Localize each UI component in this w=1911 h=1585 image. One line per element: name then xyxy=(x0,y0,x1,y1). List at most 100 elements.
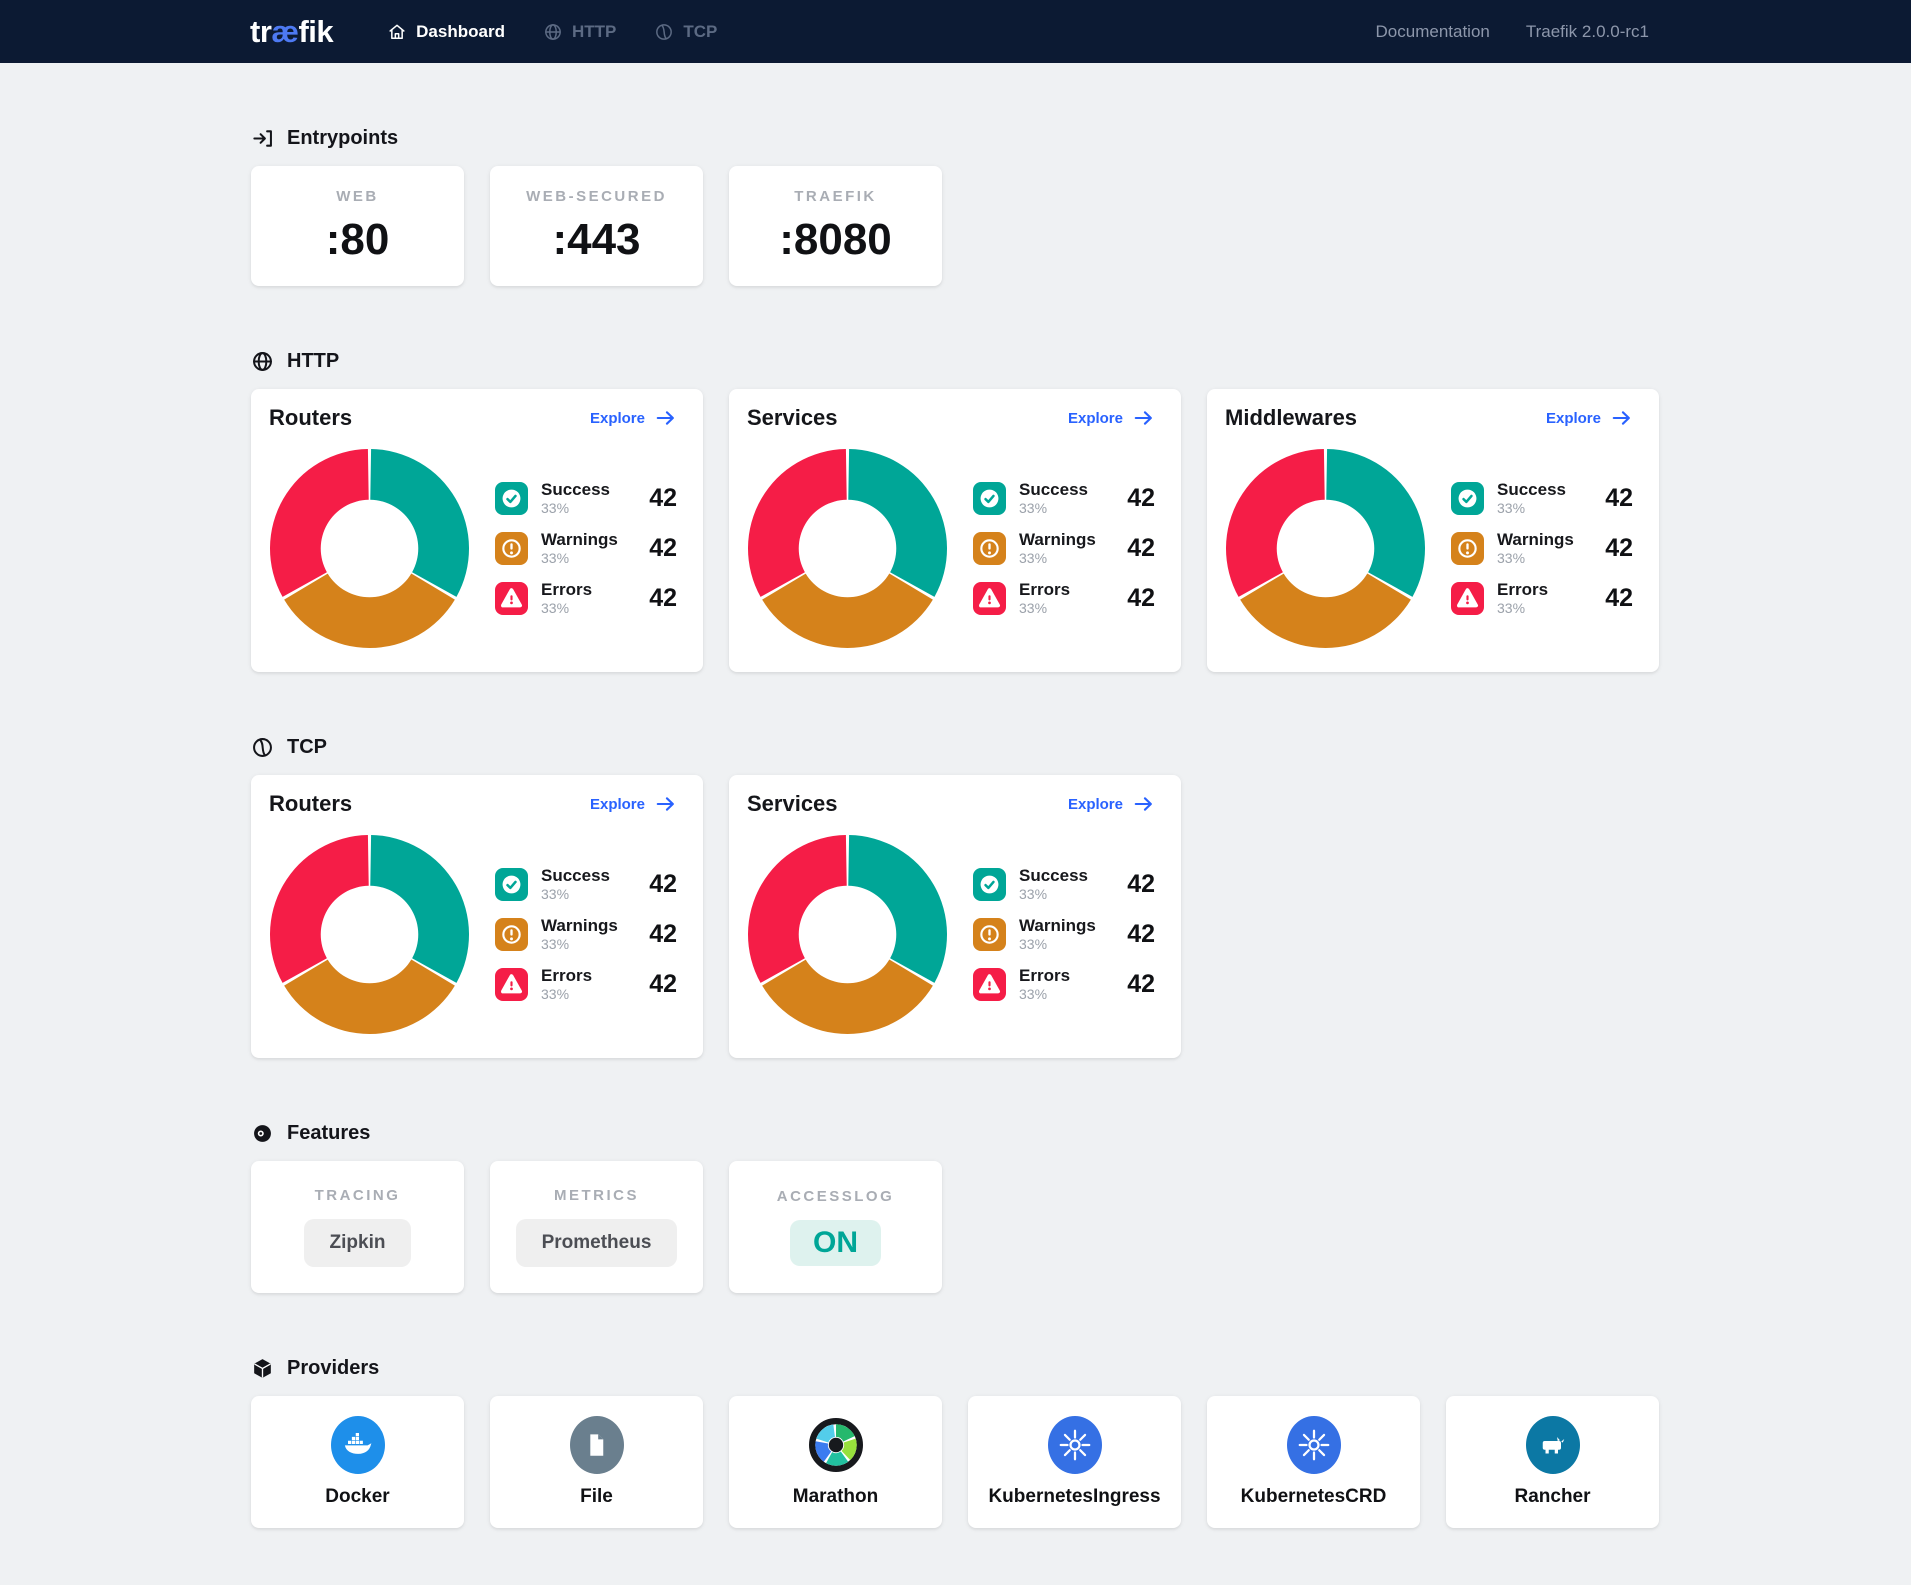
donut-chart xyxy=(269,835,470,1035)
error-icon xyxy=(973,582,1006,615)
legend-label: Warnings xyxy=(1497,530,1574,550)
traefik-logo: træfik xyxy=(250,14,334,50)
entrypoint-card-web: WEB :80 xyxy=(251,166,464,286)
chart-card: Services Explore Success 33% 42 Warnings 33… xyxy=(729,389,1181,672)
success-icon xyxy=(973,868,1006,901)
http-cards: Routers Explore Success 33% 42 Warnings 33%… xyxy=(251,389,1660,672)
provider-card-kubernetes-ingress: KubernetesIngress xyxy=(968,1396,1181,1528)
warning-icon xyxy=(495,918,528,951)
legend-text: Warnings 33% xyxy=(1019,916,1096,953)
entrypoint-card-web-secured: WEB-SECURED :443 xyxy=(490,166,703,286)
warning-icon xyxy=(1451,532,1484,565)
legend-value: 42 xyxy=(649,534,677,562)
legend-text: Success 33% xyxy=(541,866,610,903)
provider-label: Rancher xyxy=(1514,1486,1591,1507)
legend-percent: 33% xyxy=(1019,550,1048,567)
legend-text: Warnings 33% xyxy=(541,916,618,953)
legend-row: Success 33% 42 xyxy=(495,864,677,905)
legend-row: Errors 33% 42 xyxy=(973,578,1155,619)
kubernetes-icon xyxy=(1047,1416,1102,1474)
legend-row: Warnings 33% 42 xyxy=(973,914,1155,955)
explore-link[interactable]: Explore xyxy=(590,407,677,429)
arrow-right-icon xyxy=(1134,797,1152,811)
donut-segment xyxy=(1225,449,1325,597)
explore-link[interactable]: Explore xyxy=(1068,793,1155,815)
feature-value: Prometheus xyxy=(515,1219,678,1267)
provider-label: File xyxy=(580,1486,613,1507)
chart-legend: Success 33% 42 Warnings 33% 42 Errors 33% 42 xyxy=(495,864,677,1005)
chart-legend: Success 33% 42 Warnings 33% 42 Errors 33% 42 xyxy=(973,864,1155,1005)
section-title: Features xyxy=(287,1122,371,1144)
tcp-icon xyxy=(253,738,272,757)
provider-card-docker: Docker xyxy=(251,1396,464,1528)
legend-text: Errors 33% xyxy=(1497,580,1548,617)
nav-item-tcp[interactable]: TCP xyxy=(654,22,717,42)
chart-card-body: Success 33% 42 Warnings 33% 42 Errors 33% 42 xyxy=(269,445,677,652)
legend-value: 42 xyxy=(1127,970,1155,998)
legend-text: Warnings 33% xyxy=(541,530,618,567)
feature-card-tracing: TRACING Zipkin xyxy=(251,1161,464,1293)
tcp-icon xyxy=(656,23,673,40)
docker-icon xyxy=(330,1416,385,1474)
legend-value: 42 xyxy=(649,870,677,898)
success-icon xyxy=(495,482,528,515)
nav-item-dashboard[interactable]: Dashboard xyxy=(387,22,505,42)
legend-percent: 33% xyxy=(541,986,570,1003)
documentation-link[interactable]: Documentation xyxy=(1375,21,1490,41)
version-label: Traefik 2.0.0-rc1 xyxy=(1525,21,1649,41)
donut-segment xyxy=(747,835,847,983)
donut-chart xyxy=(747,449,948,649)
donut-segment xyxy=(370,835,470,983)
legend-row: Warnings 33% 42 xyxy=(973,528,1155,569)
nav-right: Documentation Traefik 2.0.0-rc1 xyxy=(1376,22,1649,42)
legend-value: 42 xyxy=(1605,484,1633,512)
legend-label: Warnings xyxy=(1019,916,1096,936)
explore-link[interactable]: Explore xyxy=(590,793,677,815)
kubernetes-icon xyxy=(1286,1416,1341,1474)
donut-segment xyxy=(848,835,948,983)
legend-label: Errors xyxy=(1019,580,1071,600)
chart-card: Middlewares Explore Success 33% 42 Warning… xyxy=(1207,389,1659,672)
legend-label: Errors xyxy=(1497,580,1549,600)
legend-value: 42 xyxy=(1127,534,1155,562)
chart-card-body: Success 33% 42 Warnings 33% 42 Errors 33% 42 xyxy=(747,831,1155,1038)
legend-label: Success xyxy=(541,480,610,500)
legend-text: Success 33% xyxy=(1497,480,1566,517)
explore-link[interactable]: Explore xyxy=(1068,407,1155,429)
globe-icon xyxy=(253,352,272,371)
chart-card-body: Success 33% 42 Warnings 33% 42 Errors 33% 42 xyxy=(747,445,1155,652)
provider-card-rancher: Rancher xyxy=(1446,1396,1659,1528)
legend-row: Errors 33% 42 xyxy=(973,964,1155,1005)
legend-percent: 33% xyxy=(541,936,570,953)
legend-row: Warnings 33% 42 xyxy=(1451,528,1633,569)
section-title: Entrypoints xyxy=(287,127,399,149)
explore-label: Explore xyxy=(1067,795,1123,813)
marathon-icon xyxy=(808,1416,863,1474)
legend-value: 42 xyxy=(1605,584,1633,612)
provider-card-marathon: Marathon xyxy=(729,1396,942,1528)
legend-text: Warnings 33% xyxy=(1497,530,1574,567)
features-heading: Features xyxy=(251,1122,1660,1145)
legend-text: Errors 33% xyxy=(541,966,592,1003)
legend-label: Success xyxy=(1497,480,1566,500)
feature-value: Zipkin xyxy=(303,1219,412,1267)
arrow-right-icon xyxy=(1612,411,1630,425)
legend-percent: 33% xyxy=(541,600,570,617)
legend-text: Success 33% xyxy=(1019,866,1088,903)
entrypoint-name: WEB-SECURED xyxy=(526,187,667,205)
legend-row: Success 33% 42 xyxy=(973,864,1155,905)
legend-percent: 33% xyxy=(1019,936,1048,953)
nav-item-http[interactable]: HTTP xyxy=(543,22,616,42)
legend-value: 42 xyxy=(1127,920,1155,948)
legend-row: Errors 33% 42 xyxy=(495,964,677,1005)
legend-percent: 33% xyxy=(1497,500,1526,517)
chart-card: Services Explore Success 33% 42 Warnings 33… xyxy=(729,775,1181,1058)
legend-text: Success 33% xyxy=(541,480,610,517)
legend-text: Success 33% xyxy=(1019,480,1088,517)
entrypoint-port: :8080 xyxy=(779,214,892,264)
provider-label: KubernetesCRD xyxy=(1240,1486,1387,1507)
warning-icon xyxy=(973,918,1006,951)
donut-segment xyxy=(284,573,455,649)
explore-link[interactable]: Explore xyxy=(1546,407,1633,429)
donut-segment xyxy=(370,449,470,597)
